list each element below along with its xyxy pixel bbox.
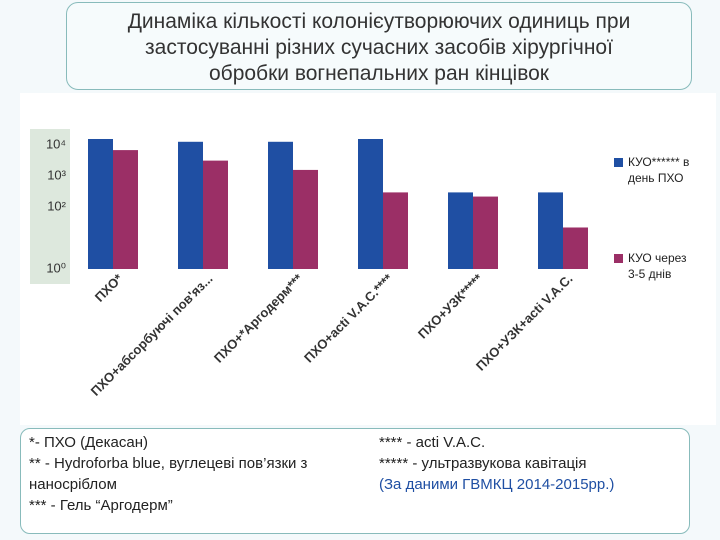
bar bbox=[268, 141, 293, 269]
y-tick-label: 10⁰ bbox=[46, 260, 66, 275]
note: (За даними ГВМКЦ 2014-2015рр.) bbox=[379, 476, 615, 493]
y-tick-label: 10³ bbox=[47, 168, 66, 183]
legend-swatch bbox=[614, 158, 623, 167]
note: ***** - ультразвукова кавітація bbox=[379, 455, 587, 472]
bar bbox=[538, 192, 563, 269]
bar bbox=[293, 169, 318, 269]
title: Динаміка кількості колонієутворюючих оди… bbox=[66, 2, 692, 90]
bar bbox=[383, 192, 408, 269]
bar bbox=[178, 141, 203, 269]
note: *** - Гель “Аргодерм” bbox=[29, 497, 173, 514]
y-tick-label: 10⁴ bbox=[46, 137, 66, 152]
y-tick-label: 10² bbox=[47, 199, 66, 214]
bar bbox=[88, 138, 113, 269]
axis-band bbox=[30, 129, 70, 284]
notes-right: **** - acti V.A.C. ***** - ультразвукова … bbox=[379, 432, 679, 495]
bar bbox=[358, 138, 383, 269]
legend-label: КУО****** в день ПХО bbox=[628, 155, 690, 185]
legend-label: КУО через 3-5 днів bbox=[628, 251, 687, 281]
note: ** - Hydroforba blue, вуглецеві пов’язки… bbox=[29, 455, 308, 493]
notes-left: *- ПХО (Декасан) ** - Hydroforba blue, ву… bbox=[29, 432, 379, 516]
note: **** - acti V.A.C. bbox=[379, 434, 486, 451]
bar bbox=[473, 196, 498, 269]
bar bbox=[203, 160, 228, 269]
legend-swatch bbox=[614, 254, 623, 263]
notes: *- ПХО (Декасан) ** - Hydroforba blue, ву… bbox=[20, 428, 690, 534]
bar bbox=[448, 192, 473, 269]
bar bbox=[563, 227, 588, 269]
note: *- ПХО (Декасан) bbox=[29, 434, 148, 451]
bar bbox=[113, 150, 138, 269]
